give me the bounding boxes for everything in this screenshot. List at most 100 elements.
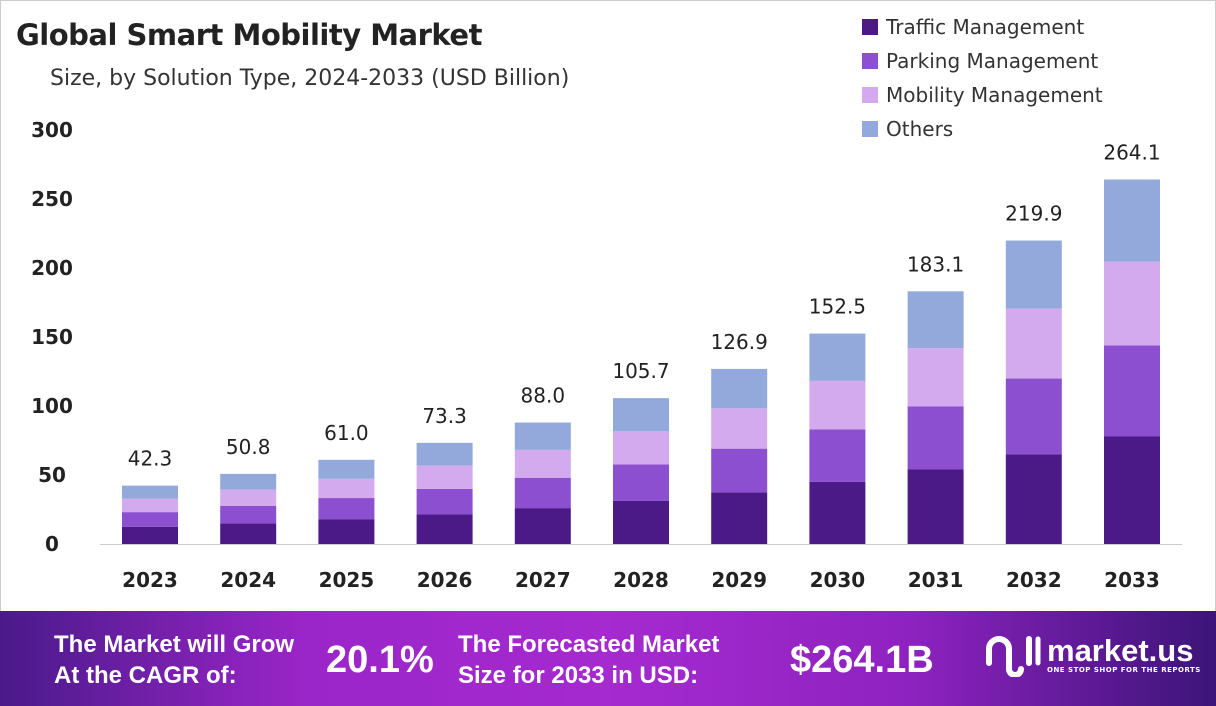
legend-label: Others (886, 117, 954, 141)
y-tick-label: 250 (31, 187, 73, 211)
footer-banner: The Market will Grow At the CAGR of: 20.1… (0, 611, 1216, 706)
chart-title: Global Smart Mobility Market (16, 18, 482, 52)
bar-segment-traffic-management (1005, 454, 1062, 544)
forecast-label-line2: Size for 2033 in USD: (458, 662, 699, 689)
cagr-label-line2: At the CAGR of: (54, 662, 237, 689)
cagr-label-line1: The Market will Grow (54, 631, 295, 658)
forecast-value: $264.1B (790, 639, 934, 681)
bar-segment-others (1104, 179, 1160, 262)
bar-segment-parking-management (613, 464, 669, 501)
total-data-label: 105.7 (612, 359, 669, 383)
bar-segment-others (613, 398, 669, 431)
x-tick-label: 2031 (908, 568, 964, 592)
bar-segment-traffic-management (711, 492, 768, 544)
bar-segment-others (711, 368, 768, 409)
market-us-logo: market.us ONE STOP SHOP FOR THE REPORTS (985, 633, 1201, 677)
total-data-label: 126.9 (711, 330, 768, 354)
bar-segment-parking-management (416, 488, 473, 515)
bar-segment-parking-management (1005, 378, 1062, 455)
bar-segment-traffic-management (613, 500, 669, 544)
bar-segment-traffic-management (1104, 436, 1160, 544)
total-data-label: 152.5 (809, 295, 866, 319)
x-tick-label: 2030 (810, 568, 866, 592)
bar-segment-parking-management (122, 512, 178, 527)
market-us-logo-icon (986, 636, 1041, 677)
bar-segment-mobility-management (514, 449, 571, 478)
legend-swatch (862, 53, 878, 69)
x-tick-label: 2032 (1006, 568, 1062, 592)
logo-name: market.us (1047, 633, 1194, 668)
bar-segment-parking-management (318, 498, 375, 520)
bar-segment-parking-management (514, 477, 571, 509)
cagr-value: 20.1% (326, 639, 434, 681)
x-tick-label: 2033 (1104, 568, 1160, 592)
total-data-label: 264.1 (1103, 141, 1160, 165)
bar-segment-traffic-management (416, 514, 473, 544)
bar-segment-others (416, 442, 473, 466)
bar-segment-mobility-management (613, 430, 669, 465)
x-tick-label: 2025 (319, 568, 375, 592)
bar-segment-traffic-management (318, 519, 375, 544)
y-tick-label: 200 (31, 256, 73, 280)
bar-segment-traffic-management (809, 481, 866, 544)
bar-segment-parking-management (907, 406, 964, 470)
total-data-label: 42.3 (128, 447, 173, 471)
legend-swatch (862, 121, 878, 137)
legend-swatch (862, 19, 878, 35)
cagr-label: The Market will Grow At the CAGR of: (54, 629, 294, 691)
bar-segment-mobility-management (122, 498, 178, 513)
x-tick-label: 2027 (515, 568, 571, 592)
bar-segment-mobility-management (318, 478, 375, 499)
legend-item: Traffic Management (862, 10, 1103, 44)
bar-segment-parking-management (711, 448, 768, 493)
bar-segment-traffic-management (907, 469, 964, 544)
bar-segment-others (122, 485, 178, 499)
bar-segment-traffic-management (220, 523, 277, 544)
total-data-label: 88.0 (521, 384, 566, 408)
y-tick-label: 50 (38, 463, 66, 487)
x-tick-label: 2026 (417, 568, 473, 592)
legend-item: Others (862, 112, 1103, 146)
bar-segment-others (907, 291, 964, 349)
bar-segment-parking-management (1104, 345, 1160, 437)
bar-segment-mobility-management (907, 348, 964, 407)
legend-swatch (862, 87, 878, 103)
bar-segment-traffic-management (514, 508, 571, 544)
bar-segment-parking-management (220, 505, 277, 524)
total-data-label: 50.8 (226, 435, 271, 459)
total-data-label: 183.1 (907, 252, 964, 276)
total-data-label: 73.3 (422, 404, 467, 428)
x-tick-label: 2023 (122, 568, 178, 592)
total-data-label: 219.9 (1005, 202, 1062, 226)
bar-segment-others (809, 333, 866, 381)
x-tick-label: 2029 (711, 568, 767, 592)
bar-segment-others (1005, 240, 1062, 309)
total-data-label: 61.0 (324, 421, 369, 445)
y-tick-label: 100 (31, 394, 73, 418)
y-tick-label: 300 (31, 118, 73, 142)
bar-segment-mobility-management (416, 465, 473, 489)
bar-segment-others (220, 473, 277, 490)
legend-label: Traffic Management (886, 15, 1085, 39)
forecast-label: The Forecasted Market Size for 2033 in US… (458, 629, 719, 691)
bar-segment-mobility-management (809, 380, 866, 430)
bar-segment-mobility-management (1005, 308, 1062, 379)
bar-segment-traffic-management (122, 526, 178, 544)
x-tick-label: 2028 (613, 568, 669, 592)
logo-tagline: ONE STOP SHOP FOR THE REPORTS (1047, 666, 1201, 674)
y-tick-label: 0 (45, 532, 59, 556)
bar-segment-mobility-management (711, 408, 768, 449)
bar-segment-parking-management (809, 429, 866, 482)
bar-segment-mobility-management (1104, 261, 1160, 346)
legend-label: Parking Management (886, 49, 1099, 73)
bar-segment-others (318, 459, 375, 479)
bar-segment-mobility-management (220, 489, 277, 506)
stacked-bar-chart: 0 50 100 150 200 250 300 42.3 2023 50.8 2024 61.0 20… (31, 118, 1182, 592)
legend-label: Mobility Management (886, 83, 1103, 107)
legend: Traffic Management Parking Management Mobi… (862, 10, 1103, 146)
legend-item: Parking Management (862, 44, 1103, 78)
chart-subtitle: Size, by Solution Type, 2024-2033 (USD B… (50, 66, 570, 91)
y-tick-label: 150 (31, 325, 73, 349)
x-tick-label: 2024 (220, 568, 276, 592)
bar-segment-others (514, 422, 571, 450)
